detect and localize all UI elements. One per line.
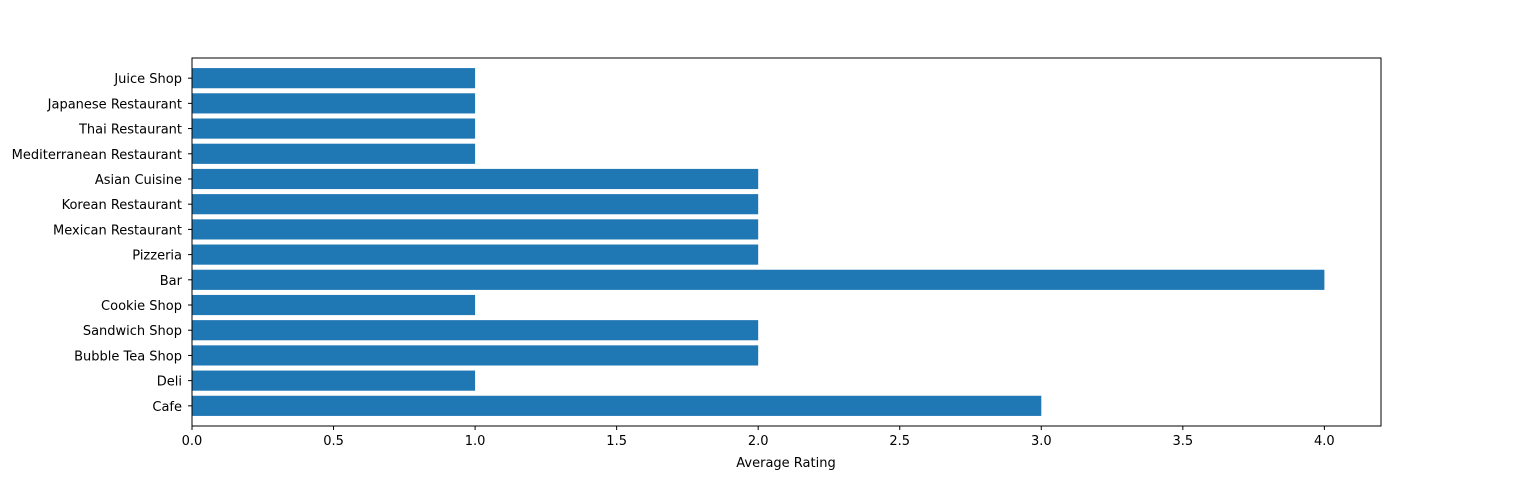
x-tick-label: 4.0 xyxy=(1314,434,1335,449)
x-tick-label: 0.0 xyxy=(182,434,203,449)
y-axis-ticks: Cafe Deli Bubble Tea Shop Sandwich Shop Cook… xyxy=(12,72,192,415)
bar-cookie-shop xyxy=(192,294,476,316)
bar-cafe xyxy=(192,395,1042,416)
bar-asian-cuisine xyxy=(192,168,759,190)
x-tick-label: 1.0 xyxy=(465,434,486,449)
bar-bubble-tea-shop xyxy=(192,345,759,366)
bar-pizzeria xyxy=(192,244,759,265)
y-tick-label: Mexican Restaurant xyxy=(53,223,182,238)
y-tick-label: Thai Restaurant xyxy=(78,123,182,138)
y-tick-label: Sandwich Shop xyxy=(83,324,182,339)
bar-korean-restaurant xyxy=(192,194,759,215)
x-axis-label: Average Rating xyxy=(736,456,835,471)
x-tick-label: 3.0 xyxy=(1031,434,1052,449)
bar-mexican-restaurant xyxy=(192,219,759,240)
bar-deli xyxy=(192,370,476,391)
x-tick-label: 3.5 xyxy=(1172,434,1193,449)
bars-group xyxy=(192,68,1325,416)
x-tick-label: 2.0 xyxy=(748,434,769,449)
bar-juice-shop xyxy=(192,68,476,89)
bar-japanese-restaurant xyxy=(192,93,476,114)
x-tick-label: 2.5 xyxy=(889,434,910,449)
y-tick-label: Juice Shop xyxy=(113,72,182,87)
x-tick-label: 0.5 xyxy=(323,434,344,449)
y-tick-label: Cafe xyxy=(152,400,182,415)
plot-frame xyxy=(191,57,1382,427)
y-tick-label: Bar xyxy=(160,274,183,289)
y-tick-label: Mediterranean Restaurant xyxy=(12,148,182,163)
y-tick-label: Korean Restaurant xyxy=(62,198,182,213)
y-tick-label: Cookie Shop xyxy=(101,299,182,314)
bar-thai-restaurant xyxy=(192,118,476,139)
bar-mediterranean-restaurant xyxy=(192,143,476,164)
bar-sandwich-shop xyxy=(192,320,759,341)
y-tick-label: Pizzeria xyxy=(132,249,182,264)
x-axis-ticks: 0.0 0.5 1.0 1.5 2.0 2.5 3.0 3.5 4.0 xyxy=(182,426,1335,449)
y-tick-label: Deli xyxy=(157,375,182,390)
x-tick-label: 1.5 xyxy=(606,434,627,449)
y-tick-label: Japanese Restaurant xyxy=(47,97,182,112)
y-tick-label: Asian Cuisine xyxy=(95,173,182,188)
bar-bar xyxy=(192,269,1325,290)
y-tick-label: Bubble Tea Shop xyxy=(74,349,182,364)
